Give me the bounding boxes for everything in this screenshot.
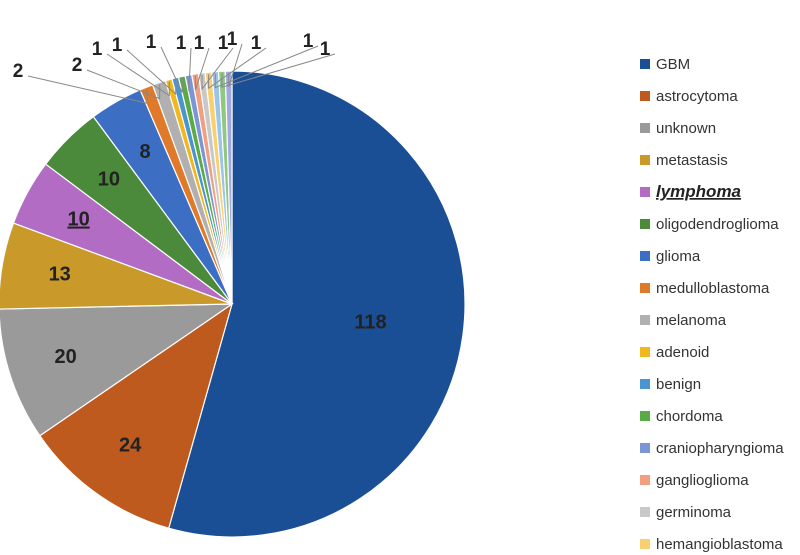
legend-label-lymphoma: lymphoma [656,182,741,201]
leader-line-chordoma [160,46,183,93]
legend-item-hemangioblastoma: hemangioblastoma [640,536,783,553]
legend-swatch-glioma [640,251,650,261]
legend-swatch-germinoma [640,507,650,517]
data-label-gbm: 118 [354,311,386,333]
legend-label-craniopharyngioma: craniopharyngioma [656,440,784,457]
legend-swatch-adenoid [640,347,650,357]
legend-swatch-chordoma [640,411,650,421]
leader-line-germinoma [201,47,234,91]
legend-label-metastasis: metastasis [656,152,728,169]
legend-label-glioma: glioma [656,248,701,265]
slice-unknown [0,303,235,437]
legend-label-oligodendroglioma: oligodendroglioma [656,216,779,233]
legend-item-craniopharyngioma: craniopharyngioma [640,440,784,457]
legend-item-astrocytoma: astrocytoma [640,88,738,105]
legend-swatch-gbm [640,59,650,69]
legend-label-germinoma: germinoma [656,504,732,521]
leader-lines [27,43,336,104]
legend-swatch-melanoma [640,315,650,325]
legend-swatch-unknown [640,123,650,133]
leader-line-slice [214,45,319,89]
slice-gbm [167,70,466,538]
legend-item-unknown: unknown [640,120,716,137]
legend-item-benign: benign [640,376,701,393]
leader-line-slice [228,43,243,88]
legend-swatch-metastasis [640,155,650,165]
legend-label-ganglioglioma: ganglioglioma [656,472,749,489]
leader-line-adenoid [106,53,170,97]
legend-swatch-lymphoma [640,187,650,197]
legend: GBM astrocytoma unknown metastasis lymphoma o… [640,56,784,553]
legend-label-hemangioblastoma: hemangioblastoma [656,536,783,553]
legend-swatch-oligodendroglioma [640,219,650,229]
data-label-oligodendroglioma: 10 [98,168,120,190]
legend-item-adenoid: adenoid [640,344,709,361]
data-label-medulloblastoma: 2 [13,61,24,82]
legend-swatch-astrocytoma [640,91,650,101]
data-label-glioma: 8 [139,141,150,163]
leader-line-craniopharyngioma [188,47,192,92]
legend-swatch-benign [640,379,650,389]
legend-item-ganglioglioma: ganglioglioma [640,472,749,489]
data-label-adenoid: 1 [92,39,103,60]
legend-swatch-craniopharyngioma [640,443,650,453]
legend-label-melanoma: melanoma [656,312,727,329]
data-label-hemangioblastoma: 1 [251,33,262,54]
data-label-benign: 1 [112,35,123,56]
leader-line-benign [126,49,177,96]
leader-line-slice [221,53,336,88]
data-label-craniopharyngioma: 1 [176,33,187,54]
pie-slices [0,70,466,538]
data-label-slice: 1 [227,29,238,50]
legend-swatch-ganglioglioma [640,475,650,485]
legend-label-chordoma: chordoma [656,408,723,425]
legend-item-gbm: GBM [640,56,690,73]
legend-swatch-hemangioblastoma [640,539,650,549]
legend-item-oligodendroglioma: oligodendroglioma [640,216,779,233]
legend-item-chordoma: chordoma [640,408,723,425]
legend-item-glioma: glioma [640,248,701,265]
slice-astrocytoma [38,302,234,529]
legend-label-medulloblastoma: medulloblastoma [656,280,770,297]
legend-label-astrocytoma: astrocytoma [656,88,738,105]
slice-slice [224,70,233,305]
legend-label-gbm: GBM [656,56,690,73]
data-label-ganglioglioma: 1 [194,33,205,54]
legend-swatch-medulloblastoma [640,283,650,293]
data-label-slice: 1 [320,39,331,60]
data-label-chordoma: 1 [146,32,157,53]
data-label-slice: 1 [303,31,314,52]
data-label-germinoma: 1 [218,33,229,54]
leader-line-ganglioglioma [194,47,210,91]
leader-line-medulloblastoma [27,75,148,104]
legend-label-adenoid: adenoid [656,344,709,361]
legend-label-unknown: unknown [656,120,716,137]
leader-line-hemangioblastoma [208,47,267,90]
data-label-astrocytoma: 24 [119,434,142,456]
legend-label-benign: benign [656,376,701,393]
legend-item-lymphoma: lymphoma [640,182,741,201]
legend-item-metastasis: metastasis [640,152,728,169]
legend-item-melanoma: melanoma [640,312,727,329]
leader-line-melanoma [86,69,161,100]
data-label-metastasis: 13 [49,263,71,285]
data-label-melanoma: 2 [72,55,83,76]
legend-item-germinoma: germinoma [640,504,732,521]
legend-item-medulloblastoma: medulloblastoma [640,280,770,297]
data-label-lymphoma: 10 [67,209,89,231]
data-label-unknown: 20 [54,346,76,368]
